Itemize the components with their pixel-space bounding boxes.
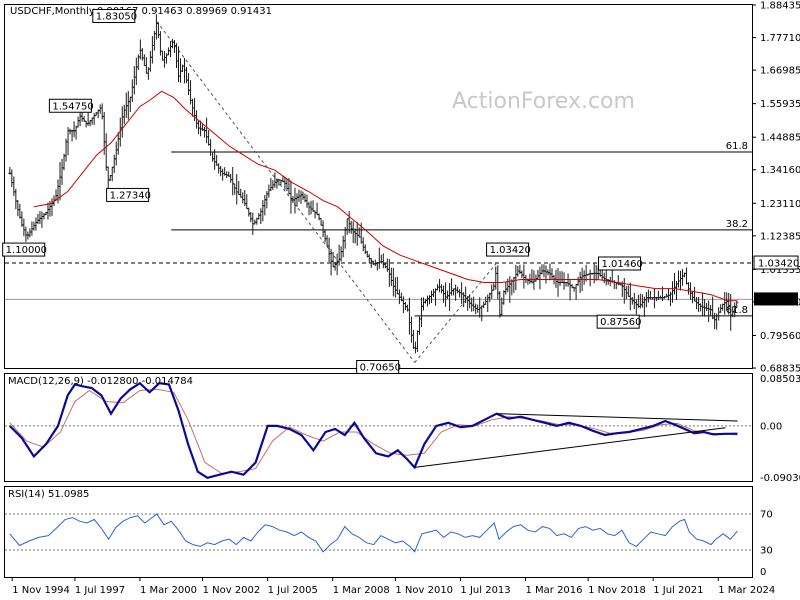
price-axis-label: 0.68835	[760, 364, 800, 375]
swing-label: 1.27340	[110, 190, 151, 201]
x-axis-label: 1 Jul 2021	[653, 585, 703, 596]
fib-level-label: 61.8	[726, 141, 748, 152]
swing-label-box	[48, 98, 92, 113]
price-axis-label: 1.55935	[760, 99, 800, 110]
fib-level-label: 61.8	[726, 305, 748, 316]
swing-label: 0.87560	[600, 317, 641, 328]
watermark: ActionForex.com	[452, 89, 635, 114]
x-axis-label: 1 Jul 1997	[75, 585, 125, 596]
price-axis-label: 1.23110	[760, 199, 800, 210]
axis-layer: 1.88435 1.77710 1.66985 1.55935 1.44885 1.341…	[11, 1, 800, 596]
macd-label: MACD(12,26,9) -0.012800 -0.014784	[8, 376, 193, 387]
swing-label-box	[92, 9, 136, 24]
macd-axis-label: -0.090302	[760, 473, 800, 484]
macd-layer	[5, 381, 752, 479]
swing-label-box	[596, 314, 640, 329]
marked-level-box	[753, 255, 799, 270]
swing-label: 1.03420	[490, 245, 531, 256]
marked-level-label: 1.03420	[758, 259, 799, 270]
macd-panel	[4, 373, 753, 482]
x-axis-label: 1 Mar 2000	[140, 585, 197, 596]
price-axis-label: 1.88435	[760, 1, 800, 12]
current-price-box	[754, 292, 798, 306]
x-axis-label: 1 Mar 2024	[718, 585, 775, 596]
chart-header-symbol: USDCHF,Monthly	[10, 6, 95, 17]
x-axis-label: 1 Jul 2013	[460, 585, 510, 596]
rsi-label: RSI(14) 51.0985	[8, 489, 89, 500]
swing-label-box	[356, 360, 400, 375]
fib-level-label: 38.2	[726, 219, 748, 230]
price-axis-label: 1.12385	[760, 231, 800, 242]
current-price-label: 0.91431	[758, 295, 799, 306]
rsi-axis-label: 70	[760, 510, 773, 521]
x-axis-label: 1 Nov 2002	[203, 585, 261, 596]
rsi-line	[9, 513, 738, 553]
macd-line	[9, 381, 738, 479]
x-axis-label: 1 Mar 2008	[333, 585, 390, 596]
swing-projection-line	[156, 21, 416, 363]
x-axis-label: 1 Nov 2018	[588, 585, 646, 596]
swing-label: 1.01460	[602, 259, 643, 270]
rsi-axis-label: 30	[760, 546, 773, 557]
x-axis-label: 1 Nov 2010	[395, 585, 453, 596]
rsi-axis-label: 0	[760, 567, 766, 578]
swing-label-box	[486, 242, 530, 257]
moving-average-line	[33, 90, 738, 302]
macd-trendline	[496, 413, 738, 422]
swing-label: 1.83050	[96, 12, 137, 23]
price-layer: 61.8 38.2 61.8 1.83050 1.54750 1.27340 1.10000…	[2, 9, 752, 375]
macd-trendline	[414, 427, 726, 468]
price-axis-label: 1.34160	[760, 165, 800, 176]
x-axis-label: 1 Nov 1994	[12, 585, 70, 596]
x-axis-label: 1 Jul 2005	[268, 585, 318, 596]
swing-label-box	[598, 256, 642, 271]
swing-label: 1.54750	[52, 101, 93, 112]
macd-axis-label: 0.085032	[760, 374, 800, 385]
swing-label-box	[2, 242, 46, 257]
price-axis-label: 1.77710	[760, 33, 800, 44]
price-axis-label: 1.66985	[760, 66, 800, 77]
price-axis-label: 1.44885	[760, 133, 800, 144]
swing-label: 0.70650	[360, 363, 401, 374]
swing-label: 1.10000	[6, 245, 47, 256]
rsi-layer	[5, 513, 752, 553]
rsi-panel	[4, 486, 753, 578]
macd-axis-label: 0.00	[760, 421, 782, 432]
swing-label-box	[106, 187, 150, 202]
price-axis-label: 0.79560	[760, 331, 800, 342]
chart-header-ohlc: 0.90167 0.91463 0.89969 0.91431	[97, 6, 272, 17]
x-axis-label: 1 Mar 2016	[525, 585, 582, 596]
swing-projection-line	[414, 262, 497, 363]
price-axis-label: 1.01335	[760, 265, 800, 276]
